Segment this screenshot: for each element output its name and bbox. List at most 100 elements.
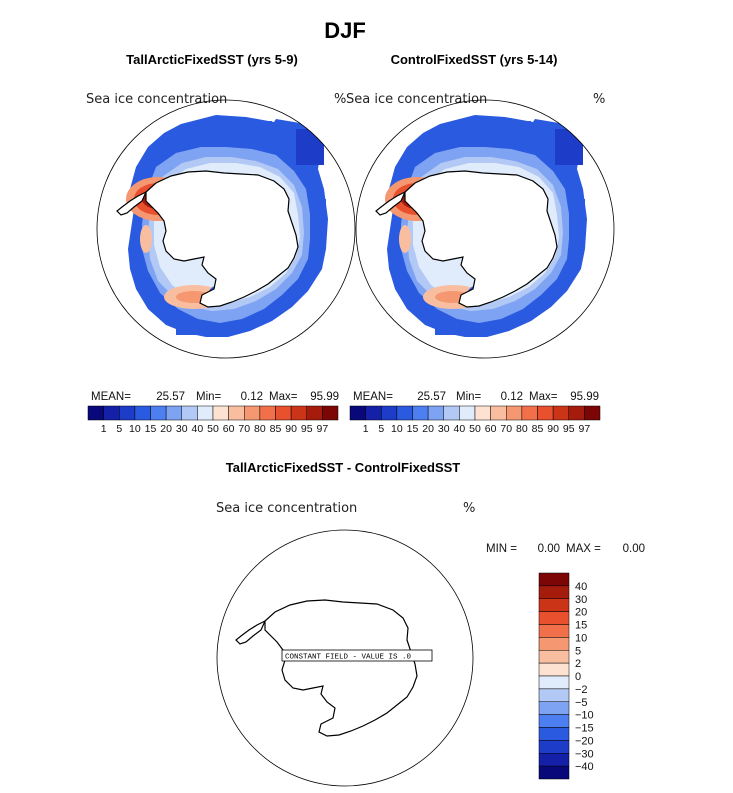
colorbar-tick-label: 85	[270, 423, 282, 435]
colorbar-swatch	[427, 405, 444, 421]
colorbar-tick-label: −5	[575, 697, 588, 709]
left-max-label: Max=	[269, 391, 298, 403]
left-map-boundary	[96, 99, 356, 359]
colorbar-swatch	[537, 405, 554, 421]
colorbar-tick-label: 10	[129, 423, 141, 435]
colorbar-tick-label: −30	[575, 748, 594, 760]
colorbar-tick-label: 5	[378, 423, 384, 435]
right-min-label: Min=	[456, 391, 482, 403]
page-title: DJF	[324, 18, 366, 43]
left-colorbar: 1 5 10 15 20 30 40 50 60 70 80 85 90 95 97	[87, 405, 339, 435]
colorbar-swatch	[103, 405, 120, 421]
colorbar-tick-label: 90	[547, 423, 559, 435]
diff-map	[235, 599, 418, 737]
diff-map-boundary	[216, 529, 474, 787]
colorbar-swatch	[87, 405, 104, 421]
colorbar-tick-label: 20	[160, 423, 172, 435]
colorbar-swatch	[244, 405, 261, 421]
colorbar-tick-label: 90	[285, 423, 297, 435]
colorbar-swatch	[150, 405, 167, 421]
left-max-value: 95.99	[310, 391, 339, 403]
left-min-label: Min=	[196, 391, 222, 403]
right-mean-label: MEAN=	[353, 391, 393, 403]
ice-sector-box	[296, 129, 324, 165]
colorbar-tick-label: 70	[238, 423, 250, 435]
colorbar-tick-label: 5	[116, 423, 122, 435]
colorbar-tick-label: 95	[563, 423, 575, 435]
colorbar-swatch	[474, 405, 491, 421]
diff-variable-label: Sea ice concentration	[216, 501, 357, 516]
right-max-label: Max=	[529, 391, 558, 403]
colorbar-swatch	[165, 405, 182, 421]
colorbar-swatch	[538, 662, 570, 677]
right-colorbar: 1 5 10 15 20 30 40 50 60 70 80 85 90 95 97	[349, 405, 601, 435]
right-map	[375, 115, 587, 337]
colorbar-tick-label: 85	[532, 423, 544, 435]
colorbar-tick-label: −2	[575, 684, 588, 696]
right-panel: ControlFixedSST (yrs 5-14) Sea ice conce…	[346, 52, 615, 435]
colorbar-tick-label: 60	[485, 423, 497, 435]
colorbar-tick-label: 5	[575, 645, 581, 657]
colorbar-tick-label: 15	[145, 423, 157, 435]
ice-sector-box	[176, 317, 210, 335]
constant-field-note: CONSTANT FIELD - VALUE IS .0	[285, 654, 412, 662]
colorbar-tick-label: 1	[363, 423, 369, 435]
diff-panel: TallArcticFixedSST - ControlFixedSST Sea…	[216, 460, 645, 787]
colorbar-tick-label: −20	[575, 735, 594, 747]
colorbar-swatch	[290, 405, 307, 421]
colorbar-swatch	[506, 405, 523, 421]
right-variable-label: Sea ice concentration	[346, 92, 487, 107]
colorbar-swatch	[443, 405, 460, 421]
colorbar-swatch	[538, 675, 570, 690]
colorbar-swatch	[197, 405, 214, 421]
colorbar-swatch	[521, 405, 538, 421]
colorbar-swatch	[322, 405, 339, 421]
colorbar-swatch	[181, 405, 198, 421]
colorbar-swatch	[490, 405, 507, 421]
diff-panel-title: TallArcticFixedSST - ControlFixedSST	[226, 460, 461, 475]
left-mean-value: 25.57	[156, 391, 185, 403]
colorbar-swatch	[459, 405, 476, 421]
antarctic-peninsula-outline	[235, 620, 266, 645]
colorbar-tick-label: 30	[176, 423, 188, 435]
right-panel-title: ControlFixedSST (yrs 5-14)	[391, 52, 558, 67]
ice-sector-box	[435, 317, 469, 335]
colorbar-swatch	[568, 405, 585, 421]
colorbar-tick-label: 97	[579, 423, 591, 435]
colorbar-tick-label: 30	[438, 423, 450, 435]
diff-max-value: 0.00	[623, 543, 645, 555]
colorbar-swatch	[538, 688, 570, 702]
diff-units-label: %	[463, 501, 475, 516]
colorbar-tick-label: 15	[407, 423, 419, 435]
colorbar-swatch	[538, 650, 570, 664]
colorbar-tick-label: 40	[575, 581, 587, 593]
left-panel-title: TallArcticFixedSST (yrs 5-9)	[126, 52, 298, 67]
colorbar-swatch	[538, 624, 570, 638]
colorbar-swatch	[259, 405, 276, 421]
colorbar-swatch	[134, 405, 151, 421]
ice-sector-box	[555, 129, 583, 165]
colorbar-swatch	[212, 405, 229, 421]
colorbar-tick-label: 95	[301, 423, 313, 435]
colorbar-swatch	[538, 572, 570, 587]
colorbar-tick-label: 15	[575, 620, 587, 632]
colorbar-swatch	[381, 405, 398, 421]
colorbar-swatch	[552, 405, 569, 421]
colorbar-tick-label: 70	[500, 423, 512, 435]
right-min-value: 0.12	[501, 391, 523, 403]
left-panel: TallArcticFixedSST (yrs 5-9) Sea ice con…	[86, 52, 356, 435]
diff-min-label: MIN =	[486, 543, 517, 555]
left-mean-label: MEAN=	[91, 391, 131, 403]
amundsen-ice-patch	[140, 225, 152, 253]
colorbar-tick-label: 50	[469, 423, 481, 435]
colorbar-swatch	[538, 701, 570, 715]
colorbar-swatch	[538, 714, 570, 728]
colorbar-swatch	[538, 585, 570, 599]
colorbar-tick-label: 20	[422, 423, 434, 435]
left-map	[116, 115, 328, 337]
colorbar-tick-label: 20	[575, 607, 587, 619]
right-max-value: 95.99	[570, 391, 599, 403]
colorbar-tick-label: 40	[192, 423, 204, 435]
amundsen-ice-patch	[399, 225, 411, 253]
